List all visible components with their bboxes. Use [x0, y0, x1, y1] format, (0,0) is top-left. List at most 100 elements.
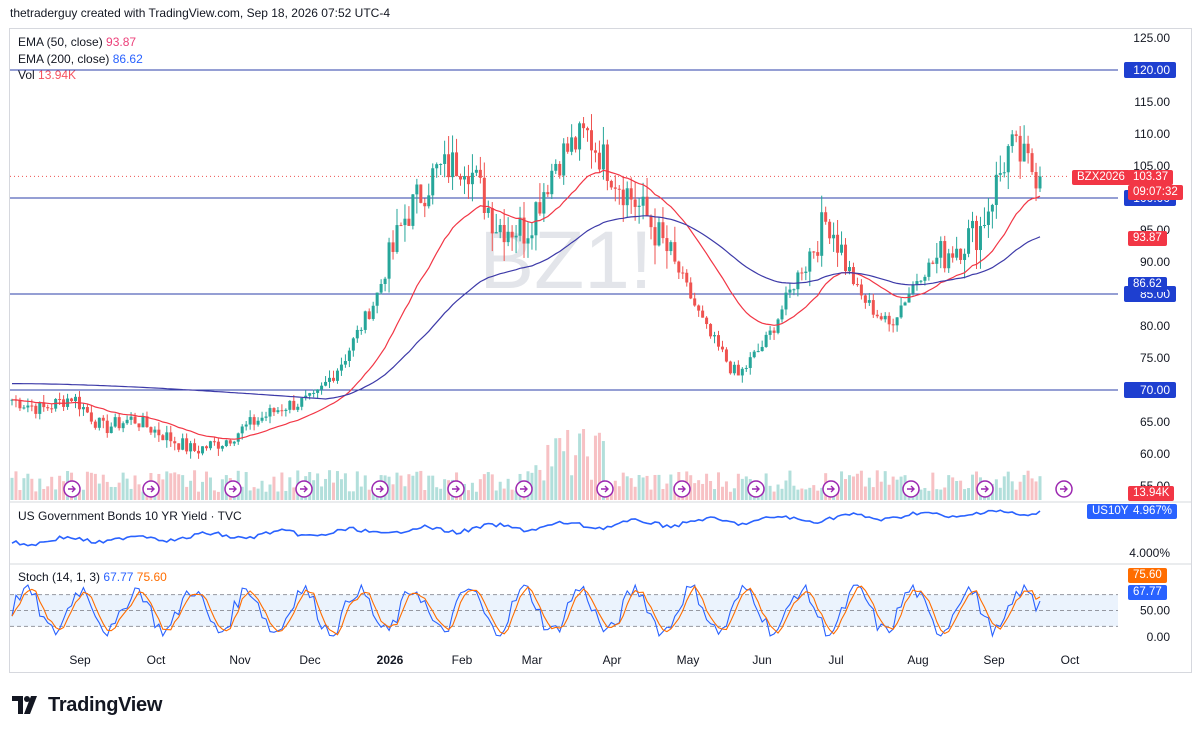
yield-pane-label[interactable]: US Government Bonds 10 YR Yield · TVC: [18, 509, 242, 523]
volume-bar: [613, 480, 617, 500]
x-axis-tick-label: Nov: [229, 653, 250, 667]
ema50-legend[interactable]: EMA (50, close) 93.87: [18, 35, 136, 49]
candle-body: [399, 225, 403, 227]
volume-bar: [478, 479, 482, 500]
yield-symbol-tag: US10Y: [1087, 504, 1134, 519]
volume-bar: [411, 475, 415, 500]
candle-body: [30, 405, 34, 407]
candle-body: [169, 432, 173, 442]
volume-bar: [18, 490, 22, 500]
volume-bar: [812, 485, 816, 500]
candle-body: [824, 212, 828, 222]
volume-bar: [589, 479, 593, 500]
volume-bar: [740, 478, 744, 500]
volume-legend[interactable]: Vol 13.94K: [18, 68, 76, 82]
x-axis-tick-label: Mar: [522, 653, 543, 667]
volume-bar: [181, 475, 185, 500]
volume-bar: [347, 491, 351, 500]
candle-body: [530, 235, 534, 239]
volume-bar: [415, 471, 419, 500]
candle-body: [649, 216, 653, 228]
volume-bar: [201, 481, 205, 500]
candle-body: [538, 202, 542, 214]
volume-bar: [1030, 478, 1034, 500]
volume-bar: [947, 475, 951, 500]
volume-bar: [1018, 481, 1022, 500]
volume-legend-value: 13.94K: [38, 68, 77, 82]
candle-body: [280, 410, 284, 412]
volume-bar: [657, 474, 661, 500]
candle-body: [955, 248, 959, 258]
volume-bar: [570, 475, 574, 500]
candle-body: [582, 123, 586, 129]
volume-bar: [744, 476, 748, 500]
volume-bar: [93, 473, 97, 500]
candle-body: [395, 225, 399, 252]
candle-body: [193, 443, 197, 451]
candle-body: [284, 409, 288, 411]
volume-bar: [359, 486, 363, 500]
candle-body: [796, 272, 800, 290]
stoch-k-value: 67.77: [103, 570, 134, 584]
event-arrow-icon: [601, 485, 609, 493]
candle-body: [709, 324, 713, 337]
volume-bar: [50, 476, 54, 500]
candle-body: [971, 220, 975, 229]
candle-body: [931, 262, 935, 264]
volume-bar: [204, 471, 208, 500]
y-axis-tick-label: 80.00: [1140, 319, 1170, 333]
candle-body: [224, 440, 228, 447]
candle-body: [478, 169, 482, 178]
candle-body: [947, 253, 951, 269]
candle-body: [423, 202, 427, 207]
x-axis-tick-label: Feb: [452, 653, 473, 667]
candle-body: [264, 416, 268, 418]
x-axis-tick-label: Oct: [147, 653, 166, 667]
tradingview-footer[interactable]: TradingView: [12, 694, 162, 716]
volume-bar: [566, 429, 570, 500]
yield-value-tag: 4.967%: [1128, 504, 1178, 519]
candle-body: [951, 253, 955, 258]
candle-body: [391, 242, 395, 252]
candle-body: [629, 188, 633, 200]
volume-bar: [169, 473, 173, 500]
candle-body: [498, 224, 502, 233]
ema50-line: [12, 169, 1041, 440]
volume-bar: [113, 487, 117, 500]
candle-body: [895, 317, 899, 326]
candle-body: [125, 419, 129, 424]
volume-bar: [586, 456, 590, 500]
candle-body: [772, 330, 776, 333]
candle-body: [177, 443, 181, 450]
volume-bar: [943, 487, 947, 500]
candle-body: [990, 204, 994, 212]
volume-bar: [331, 482, 335, 500]
candle-body: [296, 406, 300, 410]
volume-bar: [867, 477, 871, 500]
candle-body: [248, 417, 252, 425]
volume-bar: [546, 444, 550, 500]
candle-body: [768, 330, 772, 335]
candle-body: [855, 284, 859, 286]
volume-bar: [260, 480, 264, 500]
volume-bar: [931, 472, 935, 500]
volume-bar: [792, 485, 796, 500]
volume-bar: [77, 490, 81, 500]
candle-body: [347, 350, 351, 362]
candle-body: [673, 242, 677, 262]
stoch-pane-label[interactable]: Stoch (14, 1, 3) 67.77 75.60: [18, 570, 167, 584]
candle-body: [887, 315, 891, 325]
candle-body: [121, 423, 125, 429]
chart-frame: [9, 28, 1192, 673]
candle-body: [165, 432, 169, 441]
volume-bar: [637, 474, 641, 500]
ema200-legend[interactable]: EMA (200, close) 86.62: [18, 52, 143, 66]
candle-body: [232, 441, 236, 444]
volume-bar: [248, 490, 252, 500]
candle-body: [740, 368, 744, 376]
candle-body: [272, 408, 276, 413]
volume-bar: [280, 472, 284, 500]
stoch-axis-label: 50.00: [1140, 604, 1170, 618]
y-axis-tick-label: 65.00: [1140, 415, 1170, 429]
